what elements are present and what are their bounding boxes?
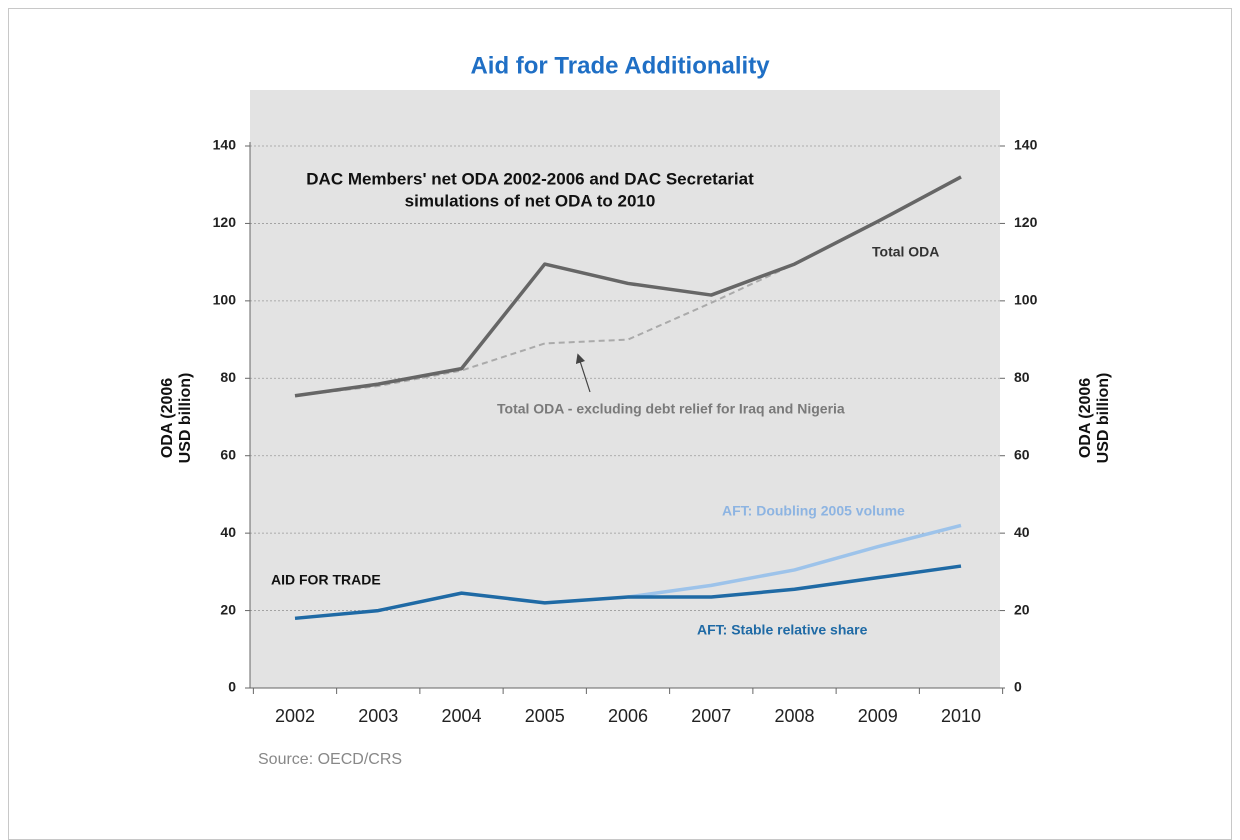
arrow: [575, 353, 591, 393]
y2-tick-label: 40: [1014, 524, 1030, 540]
x-tick-label: 2002: [275, 706, 315, 726]
y2-tick-label: 60: [1014, 446, 1030, 462]
series-line: [627, 523, 962, 599]
series-line: [294, 564, 962, 621]
y-tick-label: 80: [220, 369, 236, 385]
y-tick-label: 20: [220, 601, 236, 617]
y2-axis-label: ODA (2006: [1077, 378, 1094, 458]
x-tick-label: 2003: [358, 706, 398, 726]
x-tick-label: 2005: [525, 706, 565, 726]
y-tick-label: 60: [220, 446, 236, 462]
annotation: AFT: Doubling 2005 volume: [722, 503, 905, 519]
chart: Aid for Trade Additionality 0 20 40 60 80 100…: [159, 52, 1112, 768]
inner-title: simulations of net ODA to 2010: [405, 191, 656, 210]
y2-tick-label: 0: [1014, 679, 1022, 695]
y-axis-label: USD billion): [177, 373, 194, 464]
series-line: [294, 175, 962, 398]
annotation: Total ODA: [872, 244, 939, 260]
x-tick-label: 2004: [441, 706, 481, 726]
y-tick-label: 140: [213, 137, 237, 153]
x-tick-label: 2008: [774, 706, 814, 726]
inner-title: DAC Members' net ODA 2002-2006 and DAC S…: [306, 169, 754, 188]
series-line: [294, 263, 795, 397]
y2-axis-label: USD billion): [1095, 373, 1112, 464]
plot-area: [250, 90, 1000, 688]
y-tick-label: 0: [228, 679, 236, 695]
y2-tick-label: 140: [1014, 137, 1038, 153]
y-tick-label: 40: [220, 524, 236, 540]
y-tick-label: 120: [213, 214, 237, 230]
page: Aid for Trade Additionality 0 20 40 60 80 100…: [8, 8, 1232, 840]
source: Source: OECD/CRS: [258, 751, 402, 768]
y2-tick-label: 100: [1014, 292, 1038, 308]
chart-title: Aid for Trade Additionality: [470, 52, 770, 79]
x-tick-label: 2007: [691, 706, 731, 726]
x-tick-label: 2009: [858, 706, 898, 726]
y2-tick-label: 80: [1014, 369, 1030, 385]
annotation: AFT: Stable relative share: [697, 622, 868, 638]
annotation: Total ODA - excluding debt relief for Ir…: [497, 401, 845, 417]
y-tick-label: 100: [213, 292, 237, 308]
x-tick-label: 2010: [941, 706, 981, 726]
y2-tick-label: 20: [1014, 601, 1030, 617]
y2-tick-label: 120: [1014, 214, 1038, 230]
y-axis-label: ODA (2006: [159, 378, 176, 458]
annotation: AID FOR TRADE: [271, 572, 381, 588]
x-tick-label: 2006: [608, 706, 648, 726]
